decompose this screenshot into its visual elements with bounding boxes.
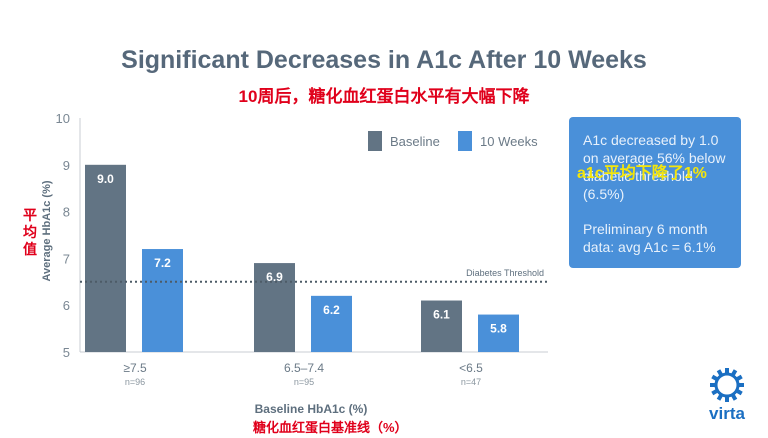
- x-tick-count: n=96: [125, 377, 145, 387]
- y-tick-label: 9: [63, 158, 70, 173]
- y-tick-label: 5: [63, 345, 70, 360]
- callout-box: A1c decreased by 1.0 on average 56% belo…: [569, 117, 741, 268]
- y-tick-label: 6: [63, 298, 70, 313]
- callout-text-1: A1c decreased by 1.0 on average 56% belo…: [583, 132, 726, 202]
- bar-value-label: 6.9: [266, 270, 283, 284]
- legend-label: Baseline: [390, 134, 440, 149]
- legend-swatch: [368, 131, 382, 151]
- x-tick-label: ≥7.5: [123, 361, 147, 375]
- legend-swatch: [458, 131, 472, 151]
- x-axis-label-cn: 糖化血红蛋白基准线（%）: [253, 420, 408, 435]
- gear-tooth: [731, 369, 738, 376]
- chart-subtitle-cn: 10周后，糖化血红蛋白水平有大幅下降: [238, 87, 530, 106]
- x-tick-label: <6.5: [459, 361, 483, 375]
- x-tick-count: n=47: [461, 377, 481, 387]
- bar-value-label: 5.8: [490, 322, 507, 336]
- bar-value-label: 7.2: [154, 256, 171, 270]
- gear-tooth: [710, 383, 715, 387]
- gear-tooth: [716, 394, 723, 401]
- gear-tooth: [736, 389, 743, 396]
- logo-text: virta: [709, 404, 745, 423]
- bar-value-label: 6.2: [323, 303, 340, 317]
- gear-tooth: [739, 383, 744, 387]
- gear-tooth: [716, 369, 723, 376]
- gear-tooth: [711, 374, 718, 381]
- virta-logo: virta: [702, 368, 752, 426]
- callout-overlay-cn: a1c平均下降了1%: [577, 165, 707, 182]
- virta-gear-icon: [710, 368, 744, 402]
- bar-10weeks: [478, 314, 519, 352]
- bar-baseline: [254, 263, 295, 352]
- plot-group: 5 6 7 8 9 10 Average HbA1c (%) 9.0 7.2 ≥7.5 n=96 6.…: [41, 111, 548, 416]
- gear-tooth: [725, 397, 729, 402]
- x-tick-label: 6.5–7.4: [284, 361, 324, 375]
- y-axis-label-cn: 平均值: [23, 207, 37, 257]
- y-axis-label: Average HbA1c (%): [41, 180, 53, 281]
- chart-title: Significant Decreases in A1c After 10 We…: [121, 46, 647, 74]
- bar-10weeks: [311, 295, 352, 352]
- callout-text-2: Preliminary 6 month data: avg A1c = 6.1%: [583, 221, 716, 255]
- bar-10weeks: [142, 249, 183, 352]
- gear-tooth: [731, 394, 738, 401]
- y-tick-label: 10: [56, 111, 70, 126]
- x-tick-count: n=95: [294, 377, 314, 387]
- y-tick-label: 7: [63, 251, 70, 266]
- bar-baseline: [85, 164, 126, 352]
- gear-tooth: [736, 374, 743, 381]
- legend-label: 10 Weeks: [480, 134, 538, 149]
- y-tick-label: 8: [63, 205, 70, 220]
- threshold-label: Diabetes Threshold: [466, 268, 544, 278]
- bar-value-label: 9.0: [97, 172, 114, 186]
- gear-tooth: [725, 368, 729, 373]
- bar-baseline: [421, 300, 462, 352]
- x-axis-label: Baseline HbA1c (%): [255, 402, 368, 416]
- bar-value-label: 6.1: [433, 308, 450, 322]
- gear-tooth: [711, 389, 718, 396]
